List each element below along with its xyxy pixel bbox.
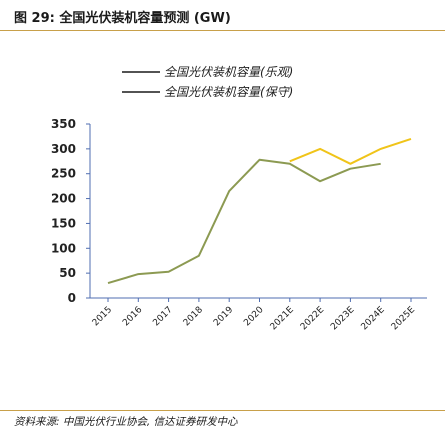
x-tick-label: 2016 xyxy=(121,305,144,328)
x-tick-label: 2021E xyxy=(269,305,297,333)
figure-source: 资料来源: 中国光伏行业协会, 信达证券研发中心 xyxy=(14,416,238,428)
x-tick-label: 2017 xyxy=(151,305,174,328)
legend-label: 全国光伏装机容量(乐观) xyxy=(164,65,293,79)
x-tick-label: 2025E xyxy=(390,305,418,333)
legend-label: 全国光伏装机容量(保守) xyxy=(164,85,293,99)
figure-title: 图 29: 全国光伏装机容量预测 (GW) xyxy=(14,11,231,26)
y-tick-label: 50 xyxy=(59,266,76,280)
y-tick-label: 200 xyxy=(51,192,76,206)
x-tick-label: 2018 xyxy=(182,305,205,328)
x-tick-label: 2023E xyxy=(329,305,357,333)
y-tick-label: 150 xyxy=(51,216,76,230)
y-tick-label: 300 xyxy=(51,142,76,156)
y-tick-label: 250 xyxy=(51,167,76,181)
y-tick-label: 350 xyxy=(51,117,76,131)
x-tick-label: 2015 xyxy=(91,305,114,328)
x-tick-label: 2024E xyxy=(360,305,388,333)
y-tick-label: 100 xyxy=(51,241,76,255)
series-line-conservative xyxy=(107,158,381,285)
x-tick-label: 2020 xyxy=(242,305,265,328)
series-line-optimistic xyxy=(289,137,412,165)
title-rule xyxy=(0,30,445,31)
x-tick-label: 2022E xyxy=(299,305,327,333)
x-tick-label: 2019 xyxy=(212,305,235,328)
source-rule xyxy=(0,410,445,411)
y-tick-label: 0 xyxy=(68,291,76,305)
line-chart: 0 50 100 150 200 250 300 350 2015 2016 2017 2018 201… xyxy=(51,65,427,333)
